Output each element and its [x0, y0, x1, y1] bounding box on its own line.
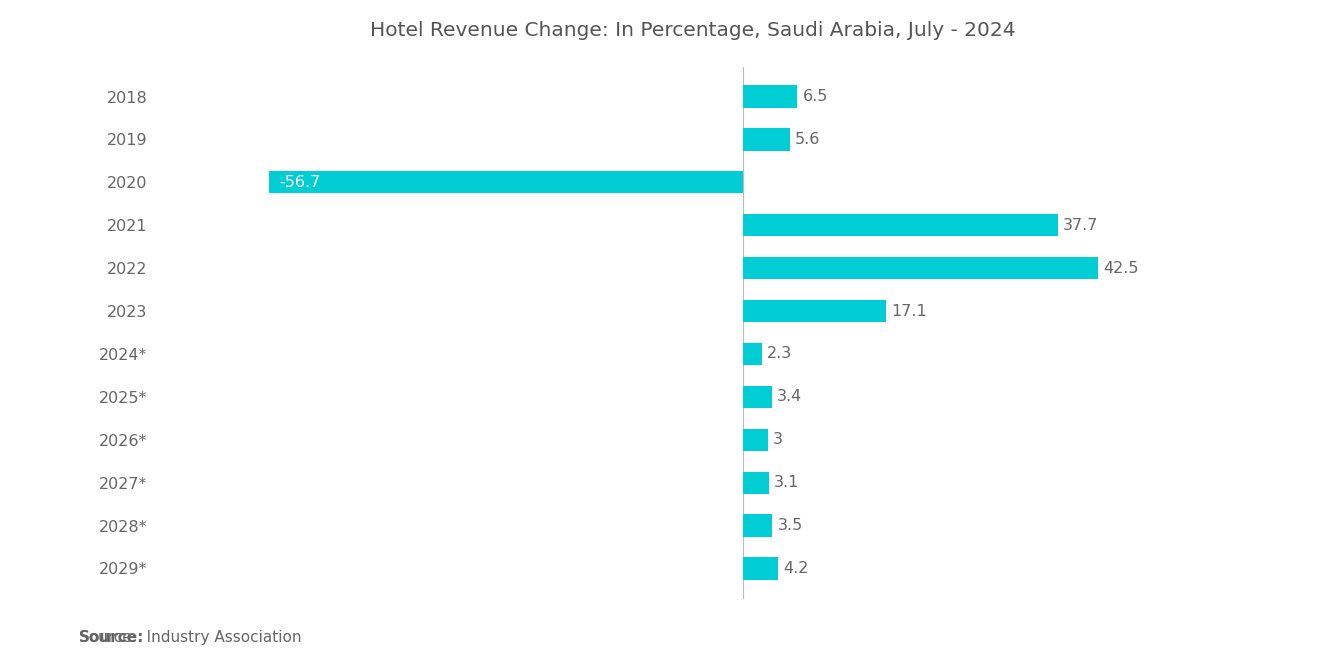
Text: 42.5: 42.5: [1104, 261, 1139, 276]
Bar: [743, 300, 886, 323]
Text: 4.2: 4.2: [783, 561, 809, 576]
Text: 3.4: 3.4: [776, 389, 801, 404]
Text: 5.6: 5.6: [795, 132, 820, 147]
Bar: [743, 257, 1098, 279]
Text: 2.3: 2.3: [767, 346, 792, 362]
Title: Hotel Revenue Change: In Percentage, Saudi Arabia, July - 2024: Hotel Revenue Change: In Percentage, Sau…: [370, 21, 1016, 40]
Bar: [743, 128, 789, 150]
Bar: [743, 85, 797, 108]
Text: 3: 3: [774, 432, 783, 448]
Text: 6.5: 6.5: [803, 89, 828, 104]
Text: Source:  Industry Association: Source: Industry Association: [79, 630, 302, 645]
Bar: [743, 429, 768, 451]
Bar: [743, 386, 771, 408]
Bar: [743, 342, 763, 365]
Text: 17.1: 17.1: [891, 303, 927, 319]
Text: Source:: Source:: [79, 630, 145, 645]
Text: -56.7: -56.7: [280, 175, 321, 190]
Text: 3.5: 3.5: [777, 518, 803, 533]
Bar: [743, 557, 779, 580]
Text: 37.7: 37.7: [1063, 217, 1098, 233]
Bar: [269, 171, 743, 194]
Bar: [743, 515, 772, 537]
Bar: [743, 214, 1059, 236]
Bar: [743, 471, 770, 494]
Text: 3.1: 3.1: [774, 475, 800, 490]
